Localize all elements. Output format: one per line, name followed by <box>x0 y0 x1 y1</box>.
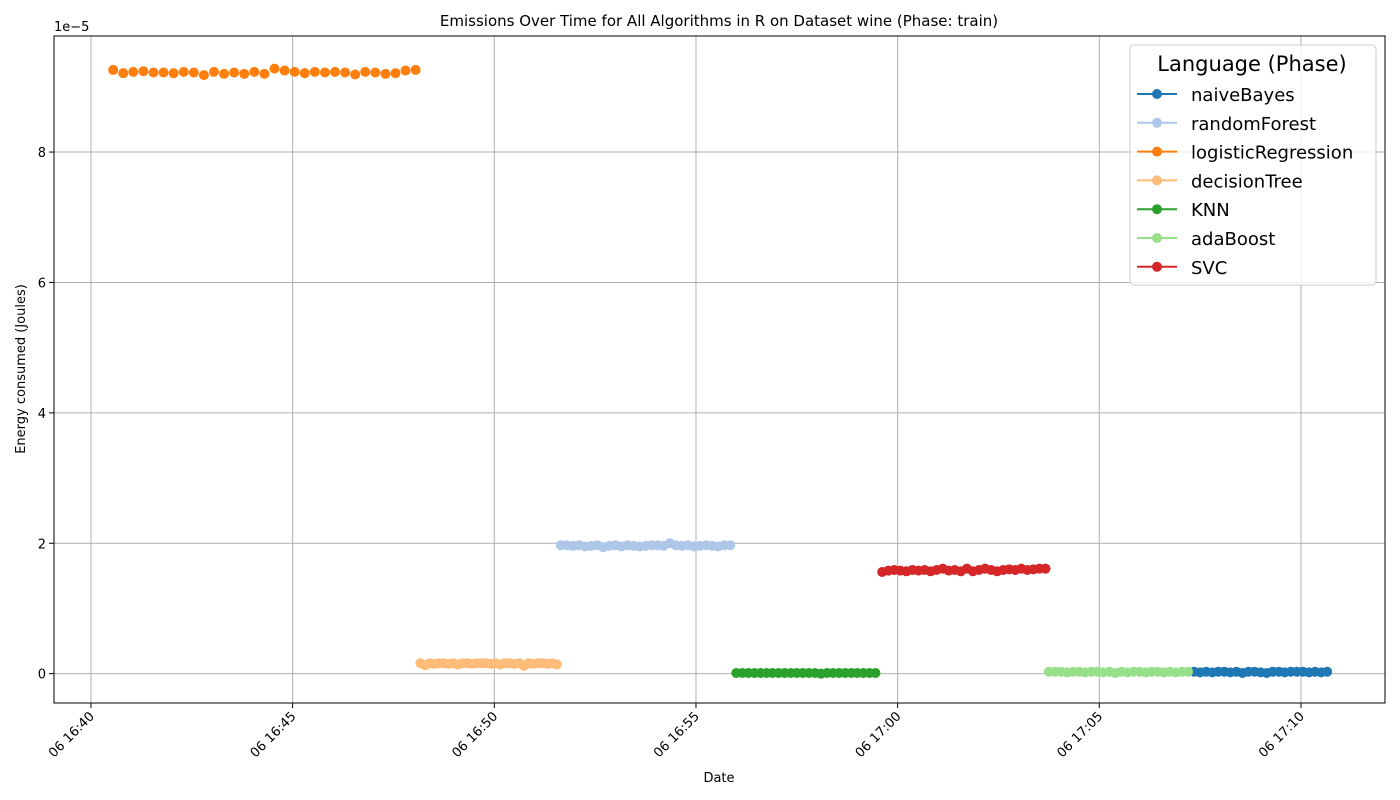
data-point <box>108 64 119 75</box>
legend-item-KNN: KNN <box>1137 200 1230 221</box>
legend-label: SVC <box>1191 258 1227 279</box>
y-axis-ticks: 0 2 4 6 8 <box>38 146 54 683</box>
data-point <box>118 68 129 79</box>
legend-marker <box>1152 117 1162 128</box>
data-point <box>279 65 290 76</box>
legend-marker <box>1152 175 1162 186</box>
y-tick-label: 6 <box>38 276 46 291</box>
data-point <box>340 67 351 78</box>
legend-marker <box>1152 204 1162 215</box>
data-point <box>410 64 421 75</box>
data-point <box>259 68 270 79</box>
data-point <box>239 68 250 79</box>
data-point <box>360 66 371 77</box>
y-offset-label: 1e−5 <box>54 20 89 35</box>
legend-item-logisticRegression: logisticRegression <box>1137 143 1353 164</box>
plot-series <box>108 63 1333 679</box>
data-point <box>319 67 330 78</box>
legend-item-decisionTree: decisionTree <box>1137 171 1303 192</box>
data-point <box>1183 666 1194 677</box>
data-point <box>178 66 189 77</box>
data-point <box>158 67 169 78</box>
data-point <box>870 668 881 679</box>
data-point <box>309 66 320 77</box>
data-point <box>188 67 199 78</box>
data-point <box>289 66 300 77</box>
y-axis-label: Energy consumed (Joules) <box>14 284 29 454</box>
legend-marker <box>1152 146 1162 157</box>
legend-marker <box>1152 261 1162 272</box>
data-point <box>269 63 280 74</box>
legend-item-SVC: SVC <box>1137 258 1227 279</box>
data-point <box>1040 563 1051 574</box>
series-naiveBayes <box>1189 666 1333 679</box>
legend-item-adaBoost: adaBoost <box>1137 229 1275 250</box>
data-point <box>350 69 361 80</box>
legend: Language (Phase) naiveBayes randomForest l… <box>1129 44 1377 286</box>
legend-item-randomForest: randomForest <box>1137 114 1316 135</box>
chart-title: Emissions Over Time for All Algorithms i… <box>440 12 998 30</box>
data-point <box>400 65 411 76</box>
y-tick-label: 8 <box>38 146 46 161</box>
data-point <box>128 66 139 77</box>
data-point <box>380 68 391 79</box>
y-tick-label: 4 <box>38 407 46 422</box>
legend-marker <box>1152 89 1162 99</box>
series-randomForest <box>555 538 736 553</box>
x-axis-label: Date <box>703 771 734 786</box>
series-SVC <box>877 563 1051 577</box>
data-point <box>249 66 260 77</box>
data-point <box>390 68 401 79</box>
data-point <box>725 540 736 551</box>
legend-label: KNN <box>1191 200 1230 221</box>
data-point <box>219 68 230 79</box>
y-tick-label: 0 <box>38 668 46 683</box>
data-point <box>329 66 340 77</box>
data-point <box>148 67 159 78</box>
data-point <box>229 67 240 78</box>
plot-frame <box>53 35 1386 704</box>
legend-label: randomForest <box>1191 114 1316 135</box>
data-point <box>138 66 149 77</box>
legend-label: naiveBayes <box>1191 85 1295 106</box>
series-logisticRegression <box>108 63 421 81</box>
legend-box <box>1129 44 1377 286</box>
series-KNN <box>731 668 881 679</box>
legend-label: logisticRegression <box>1191 143 1353 164</box>
data-point <box>370 67 381 78</box>
legend-label: adaBoost <box>1191 229 1275 250</box>
legend-label: decisionTree <box>1191 171 1303 192</box>
data-point <box>299 68 310 79</box>
legend-title: Language (Phase) <box>1157 52 1346 76</box>
data-point <box>168 68 179 79</box>
series-decisionTree <box>415 658 562 671</box>
y-tick-label: 2 <box>38 537 46 552</box>
data-point <box>551 659 562 670</box>
legend-marker <box>1152 233 1162 243</box>
legend-items: naiveBayes randomForest logisticRegression… <box>1137 85 1353 279</box>
legend-item-naiveBayes: naiveBayes <box>1137 85 1295 106</box>
data-point <box>1322 666 1333 677</box>
data-point <box>198 70 209 81</box>
series-adaBoost <box>1043 666 1194 679</box>
data-point <box>208 66 219 77</box>
